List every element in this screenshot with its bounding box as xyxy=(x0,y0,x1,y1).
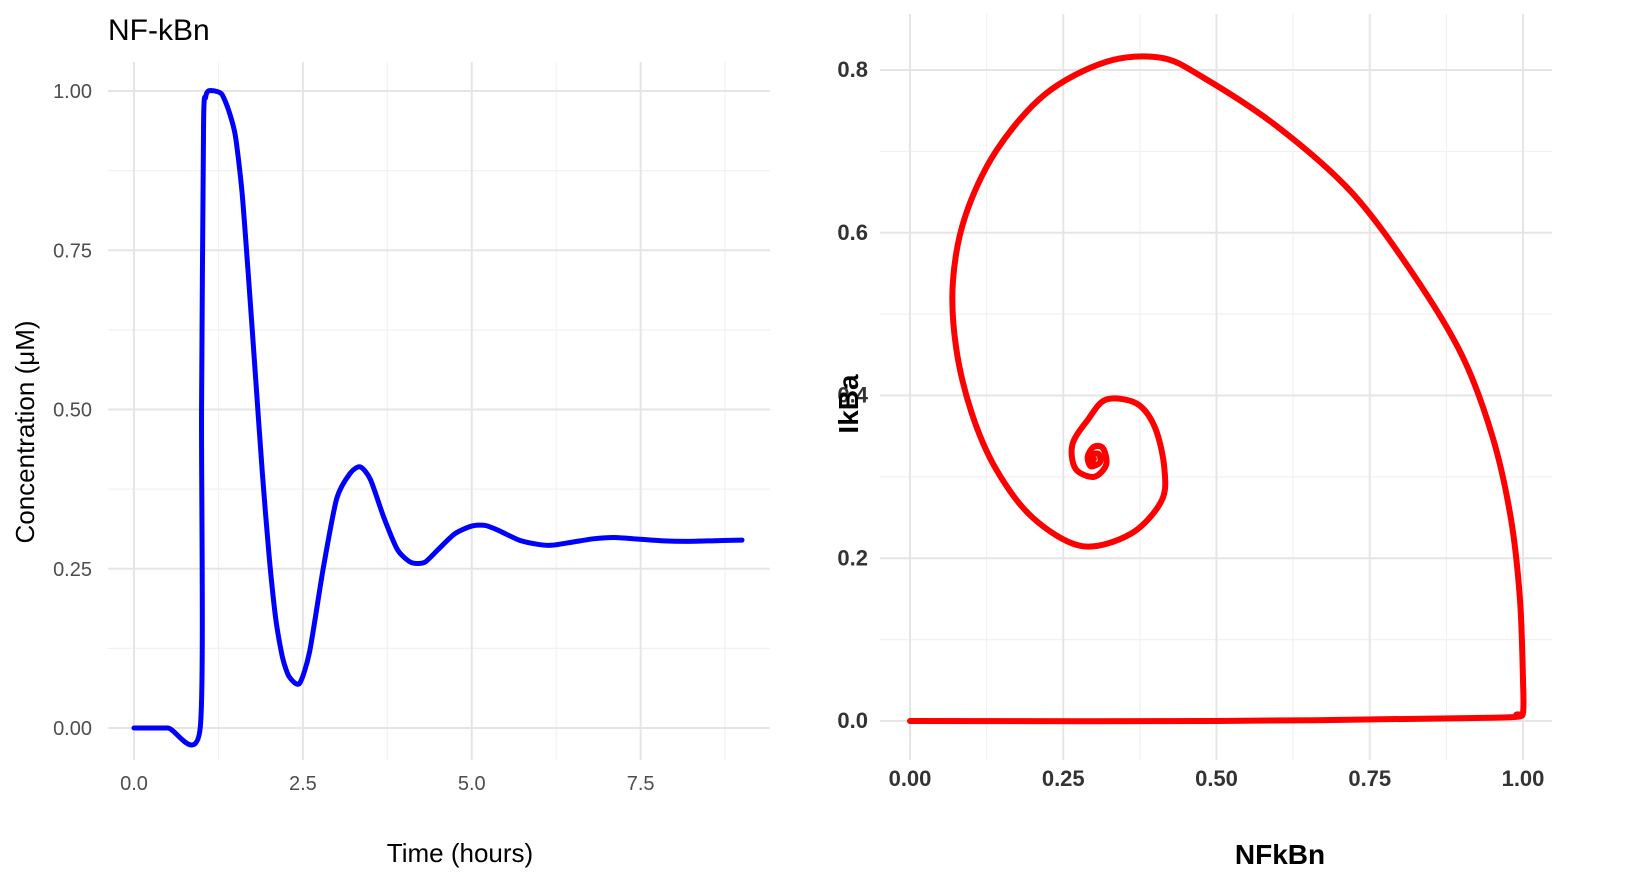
y-axis-title: Concentration (μM) xyxy=(10,320,40,543)
x-tick-label: 0.0 xyxy=(120,773,148,795)
left-gridlines xyxy=(108,62,770,760)
y-tick-label: 0.0 xyxy=(837,708,868,733)
y-tick-label: 0.00 xyxy=(53,718,92,740)
phase-trajectory-line xyxy=(907,53,1527,725)
x-tick-label: 0.00 xyxy=(889,766,932,791)
y-tick-label: 0.6 xyxy=(837,220,868,245)
x-tick-label: 1.00 xyxy=(1502,766,1545,791)
x-tick-label: 2.5 xyxy=(289,773,317,795)
left-y-tick-labels: 0.00 0.25 0.50 0.75 1.00 xyxy=(53,81,92,740)
time-series-panel: 0.0 2.5 5.0 7.5 0.00 0.25 0.50 0.75 1.00 NF-kBn… xyxy=(10,14,770,868)
y-axis-title: IkBa xyxy=(833,374,864,434)
x-tick-label: 0.75 xyxy=(1348,766,1391,791)
y-tick-label: 0.4 xyxy=(837,383,868,408)
x-axis-title: Time (hours) xyxy=(387,838,533,868)
nfkbn-time-series-line xyxy=(131,88,745,748)
right-gridlines xyxy=(880,14,1552,760)
y-tick-label: 1.00 xyxy=(53,81,92,103)
y-tick-label: 0.25 xyxy=(53,559,92,581)
right-y-tick-labels: 0.0 0.2 0.4 0.6 0.8 xyxy=(837,57,868,733)
right-x-tick-labels: 0.00 0.25 0.50 0.75 1.00 xyxy=(889,766,1545,791)
y-tick-label: 0.75 xyxy=(53,240,92,262)
y-tick-label: 0.8 xyxy=(837,57,868,82)
x-tick-label: 7.5 xyxy=(627,773,655,795)
left-x-tick-labels: 0.0 2.5 5.0 7.5 xyxy=(120,773,654,795)
x-tick-label: 0.50 xyxy=(1195,766,1238,791)
y-tick-label: 0.50 xyxy=(53,400,92,422)
x-tick-label: 0.25 xyxy=(1042,766,1085,791)
x-tick-label: 5.0 xyxy=(458,773,486,795)
phase-portrait-panel: 0.00 0.25 0.50 0.75 1.00 0.0 0.2 0.4 0.6 0.8 NFk… xyxy=(833,14,1552,870)
x-axis-title: NFkBn xyxy=(1235,839,1325,870)
y-tick-label: 0.2 xyxy=(837,545,868,570)
plot-title: NF-kBn xyxy=(108,14,210,47)
